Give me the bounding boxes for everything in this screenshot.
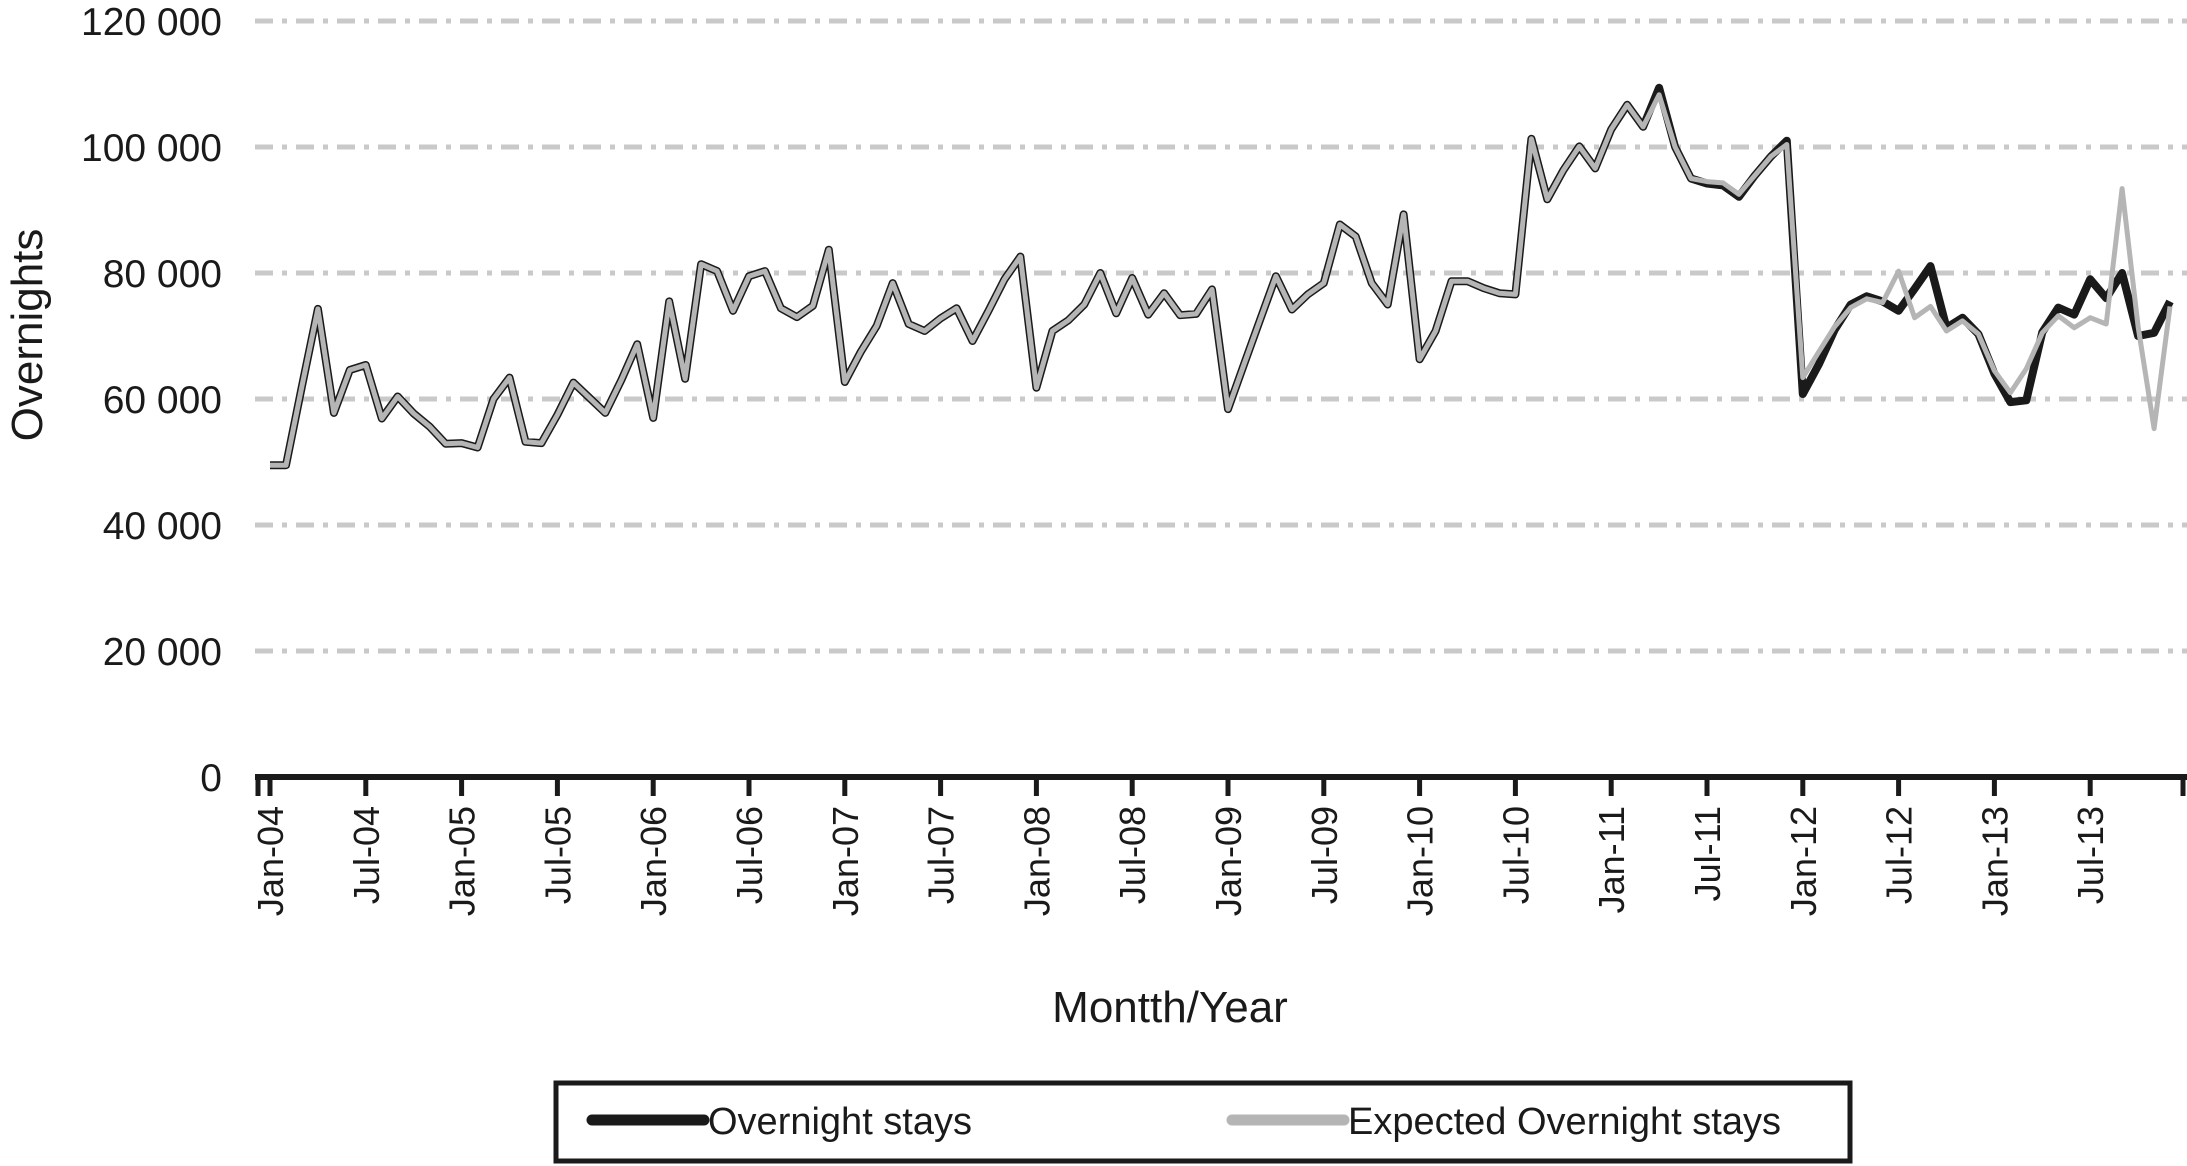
x-tick-label: Jan-10 [1400,806,1441,916]
legend: Overnight stays Expected Overnight stays [553,1080,1853,1164]
legend-box [553,1080,1853,1164]
x-tick-label: Jan-04 [250,806,291,916]
x-tick-label: Jan-07 [825,806,866,916]
x-axis [255,774,2187,796]
y-tick-label: 40 000 [103,505,222,548]
y-tick-label: 60 000 [103,379,222,422]
x-tick-label: Jul-10 [1495,806,1536,904]
y-axis-title: Overnights [3,229,52,442]
series-line-expected-overnight-stays [270,92,2173,468]
legend-label-overnight-stays: Overnight stays [708,1101,972,1143]
legend-label-expected-overnight-stays: Expected Overnight stays [1348,1101,1781,1143]
y-tick-label: 80 000 [103,253,222,296]
x-tick-label: Jul-13 [2070,806,2111,904]
x-tick-label: Jan-08 [1016,806,1057,916]
series-lines [270,83,2174,470]
x-tick-label: Jan-12 [1783,806,1824,916]
x-tick-label: Jan-13 [1974,806,2015,916]
y-tick-label: 0 [200,757,222,800]
series-line-overnight-stays [270,83,2174,470]
y-tick-label: 120 000 [81,1,222,44]
y-tick-label: 20 000 [103,631,222,674]
x-tick-label: Jul-08 [1112,806,1153,904]
x-tick-label: Jan-09 [1208,806,1249,916]
x-tick-label: Jan-05 [442,806,483,916]
x-tick-label: Jul-04 [346,806,387,904]
x-tick-label: Jul-06 [729,806,770,904]
gridlines [255,18,2187,654]
x-tick-label: Jul-12 [1879,806,1920,904]
x-tick-label: Jan-11 [1591,806,1632,913]
x-tick-label: Jul-11 [1687,806,1728,901]
y-tick-label: 100 000 [81,127,222,170]
x-tick-label: Jul-05 [537,806,578,904]
x-tick-labels: Jan-04 Jul-04 Jan-05 Jul-05 Jan-06 Jul-06 Jan-… [250,806,2111,916]
x-axis-title: Montth/Year [1052,983,1288,1032]
y-tick-labels: 0 20 000 40 000 60 000 80 000 100 000 120 000 [81,1,222,800]
x-tick-label: Jan-06 [633,806,674,916]
x-tick-label: Jul-09 [1304,806,1345,904]
x-tick-label: Jul-07 [921,806,962,904]
